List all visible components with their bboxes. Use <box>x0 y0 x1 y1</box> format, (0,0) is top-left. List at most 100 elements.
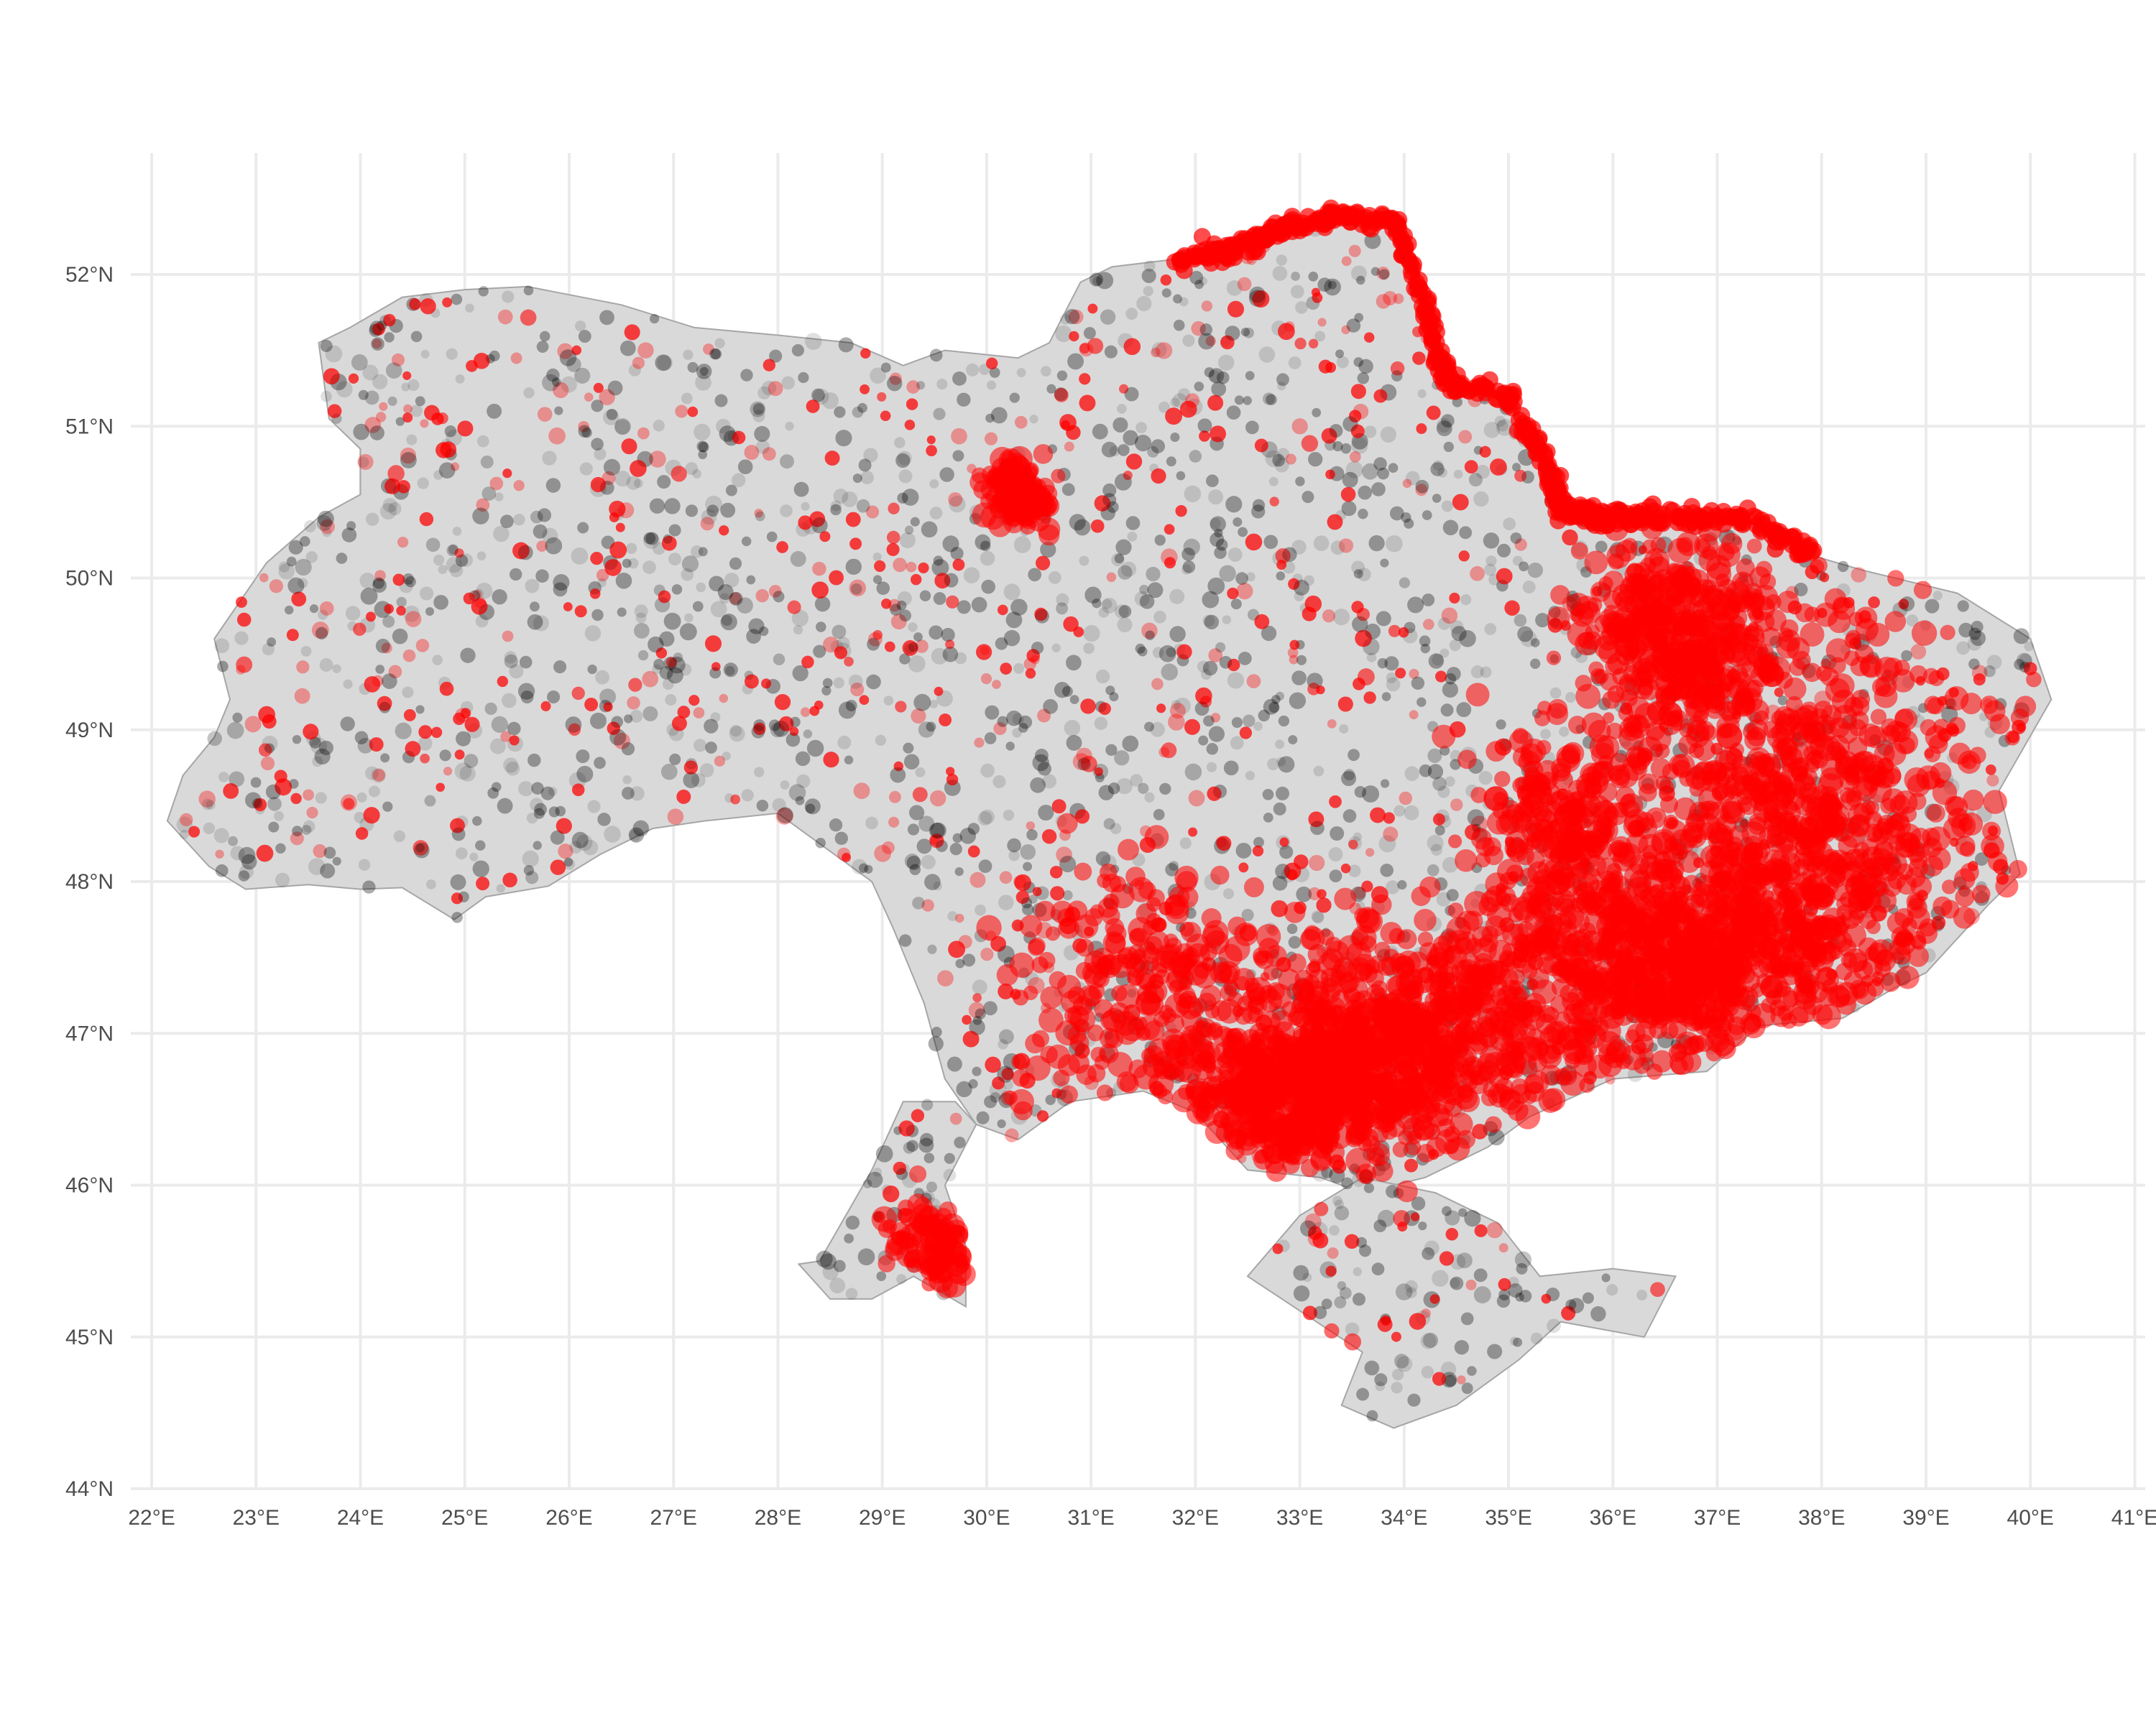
event-point-black <box>1333 609 1350 625</box>
event-point-black <box>913 694 931 711</box>
event-point-black <box>538 508 551 522</box>
event-point-black <box>846 1288 858 1300</box>
event-point-black <box>626 543 637 554</box>
event-point-red <box>1459 550 1470 561</box>
event-point-black <box>321 340 333 352</box>
event-point-red <box>730 795 740 805</box>
event-point-red <box>502 631 514 642</box>
event-point-red <box>1363 691 1376 703</box>
event-point-red <box>628 678 642 692</box>
event-point-black <box>451 294 462 305</box>
event-point-black <box>484 703 497 715</box>
event-point-black <box>406 435 417 445</box>
event-point-black <box>1241 328 1250 336</box>
event-point-black <box>1372 1262 1385 1275</box>
event-point-black <box>1590 1306 1606 1321</box>
event-point-red <box>1499 1243 1508 1252</box>
event-point-red <box>1466 1280 1477 1290</box>
event-point-black <box>1122 736 1138 752</box>
event-point-black <box>876 1145 893 1163</box>
event-point-red <box>637 342 653 358</box>
event-point-red <box>955 914 964 923</box>
event-point-black <box>425 795 436 807</box>
event-point-black <box>227 722 244 739</box>
event-point-black <box>634 479 643 488</box>
event-point-black <box>753 403 765 415</box>
event-point-black <box>1484 422 1501 438</box>
event-point-black <box>1118 565 1132 580</box>
event-point-black <box>346 606 361 621</box>
event-point-black <box>1289 356 1302 369</box>
event-point-black <box>524 286 534 296</box>
event-point-black <box>1079 556 1089 566</box>
event-point-black <box>1386 678 1401 692</box>
event-point-red <box>455 749 465 759</box>
event-point-black <box>829 1277 845 1293</box>
event-point-red <box>572 687 585 700</box>
event-point-red <box>1238 277 1252 292</box>
event-point-black <box>1105 744 1117 756</box>
event-point-black <box>553 582 568 596</box>
event-point-black <box>1287 923 1297 933</box>
event-point-red <box>1309 339 1318 348</box>
event-point-black <box>1514 614 1527 627</box>
event-point-black <box>908 655 926 673</box>
event-point-black <box>1340 1287 1352 1299</box>
event-point-black <box>407 379 419 391</box>
event-point-black <box>1418 389 1427 398</box>
event-point-red <box>1107 573 1116 582</box>
event-point-black <box>833 678 844 688</box>
event-point-black <box>2024 642 2034 652</box>
event-point-red <box>974 738 984 748</box>
event-point-black <box>834 489 849 504</box>
event-point-black <box>402 686 413 698</box>
event-point-black <box>477 551 487 560</box>
event-point-red <box>860 384 870 394</box>
event-point-red <box>1064 442 1074 452</box>
event-point-red <box>913 787 928 802</box>
event-point-black <box>865 817 878 830</box>
event-point-black <box>682 555 699 572</box>
event-point-black <box>492 716 508 733</box>
event-point-black <box>577 522 589 534</box>
event-point-red <box>992 680 1001 689</box>
event-point-black <box>285 606 293 614</box>
event-point-black <box>456 731 471 747</box>
event-point-black <box>1296 655 1307 665</box>
event-point-black <box>1049 571 1061 584</box>
event-point-black <box>587 800 600 813</box>
event-point-black <box>1083 642 1095 654</box>
event-point-black <box>1310 821 1325 835</box>
event-point-black <box>998 895 1014 910</box>
event-point-red <box>1344 1334 1361 1351</box>
event-point-black <box>1243 715 1255 727</box>
event-point-red <box>259 573 269 583</box>
event-point-black <box>228 836 238 846</box>
event-point-red <box>572 784 584 796</box>
event-point-black <box>207 731 221 746</box>
event-point-black <box>1204 615 1219 629</box>
event-point-black <box>792 344 804 356</box>
event-point-black <box>1135 422 1147 433</box>
event-point-black <box>1295 301 1308 314</box>
event-point-red <box>888 817 899 828</box>
event-point-red <box>801 707 810 716</box>
event-point-black <box>949 496 965 512</box>
event-point-black <box>904 754 919 769</box>
event-point-black <box>469 853 478 861</box>
event-point-black <box>518 781 533 796</box>
event-point-red <box>1087 338 1103 354</box>
event-point-black <box>410 405 423 417</box>
event-point-black <box>1404 805 1419 821</box>
event-point-red <box>180 813 193 826</box>
event-point-red <box>1365 848 1374 856</box>
event-point-black <box>1269 477 1279 486</box>
event-point-red <box>1151 678 1164 690</box>
event-point-black <box>653 420 664 431</box>
event-point-red <box>906 398 918 410</box>
event-point-black <box>1454 470 1463 479</box>
event-point-black <box>930 349 943 362</box>
event-point-black <box>773 653 786 665</box>
event-point-red <box>893 558 907 572</box>
